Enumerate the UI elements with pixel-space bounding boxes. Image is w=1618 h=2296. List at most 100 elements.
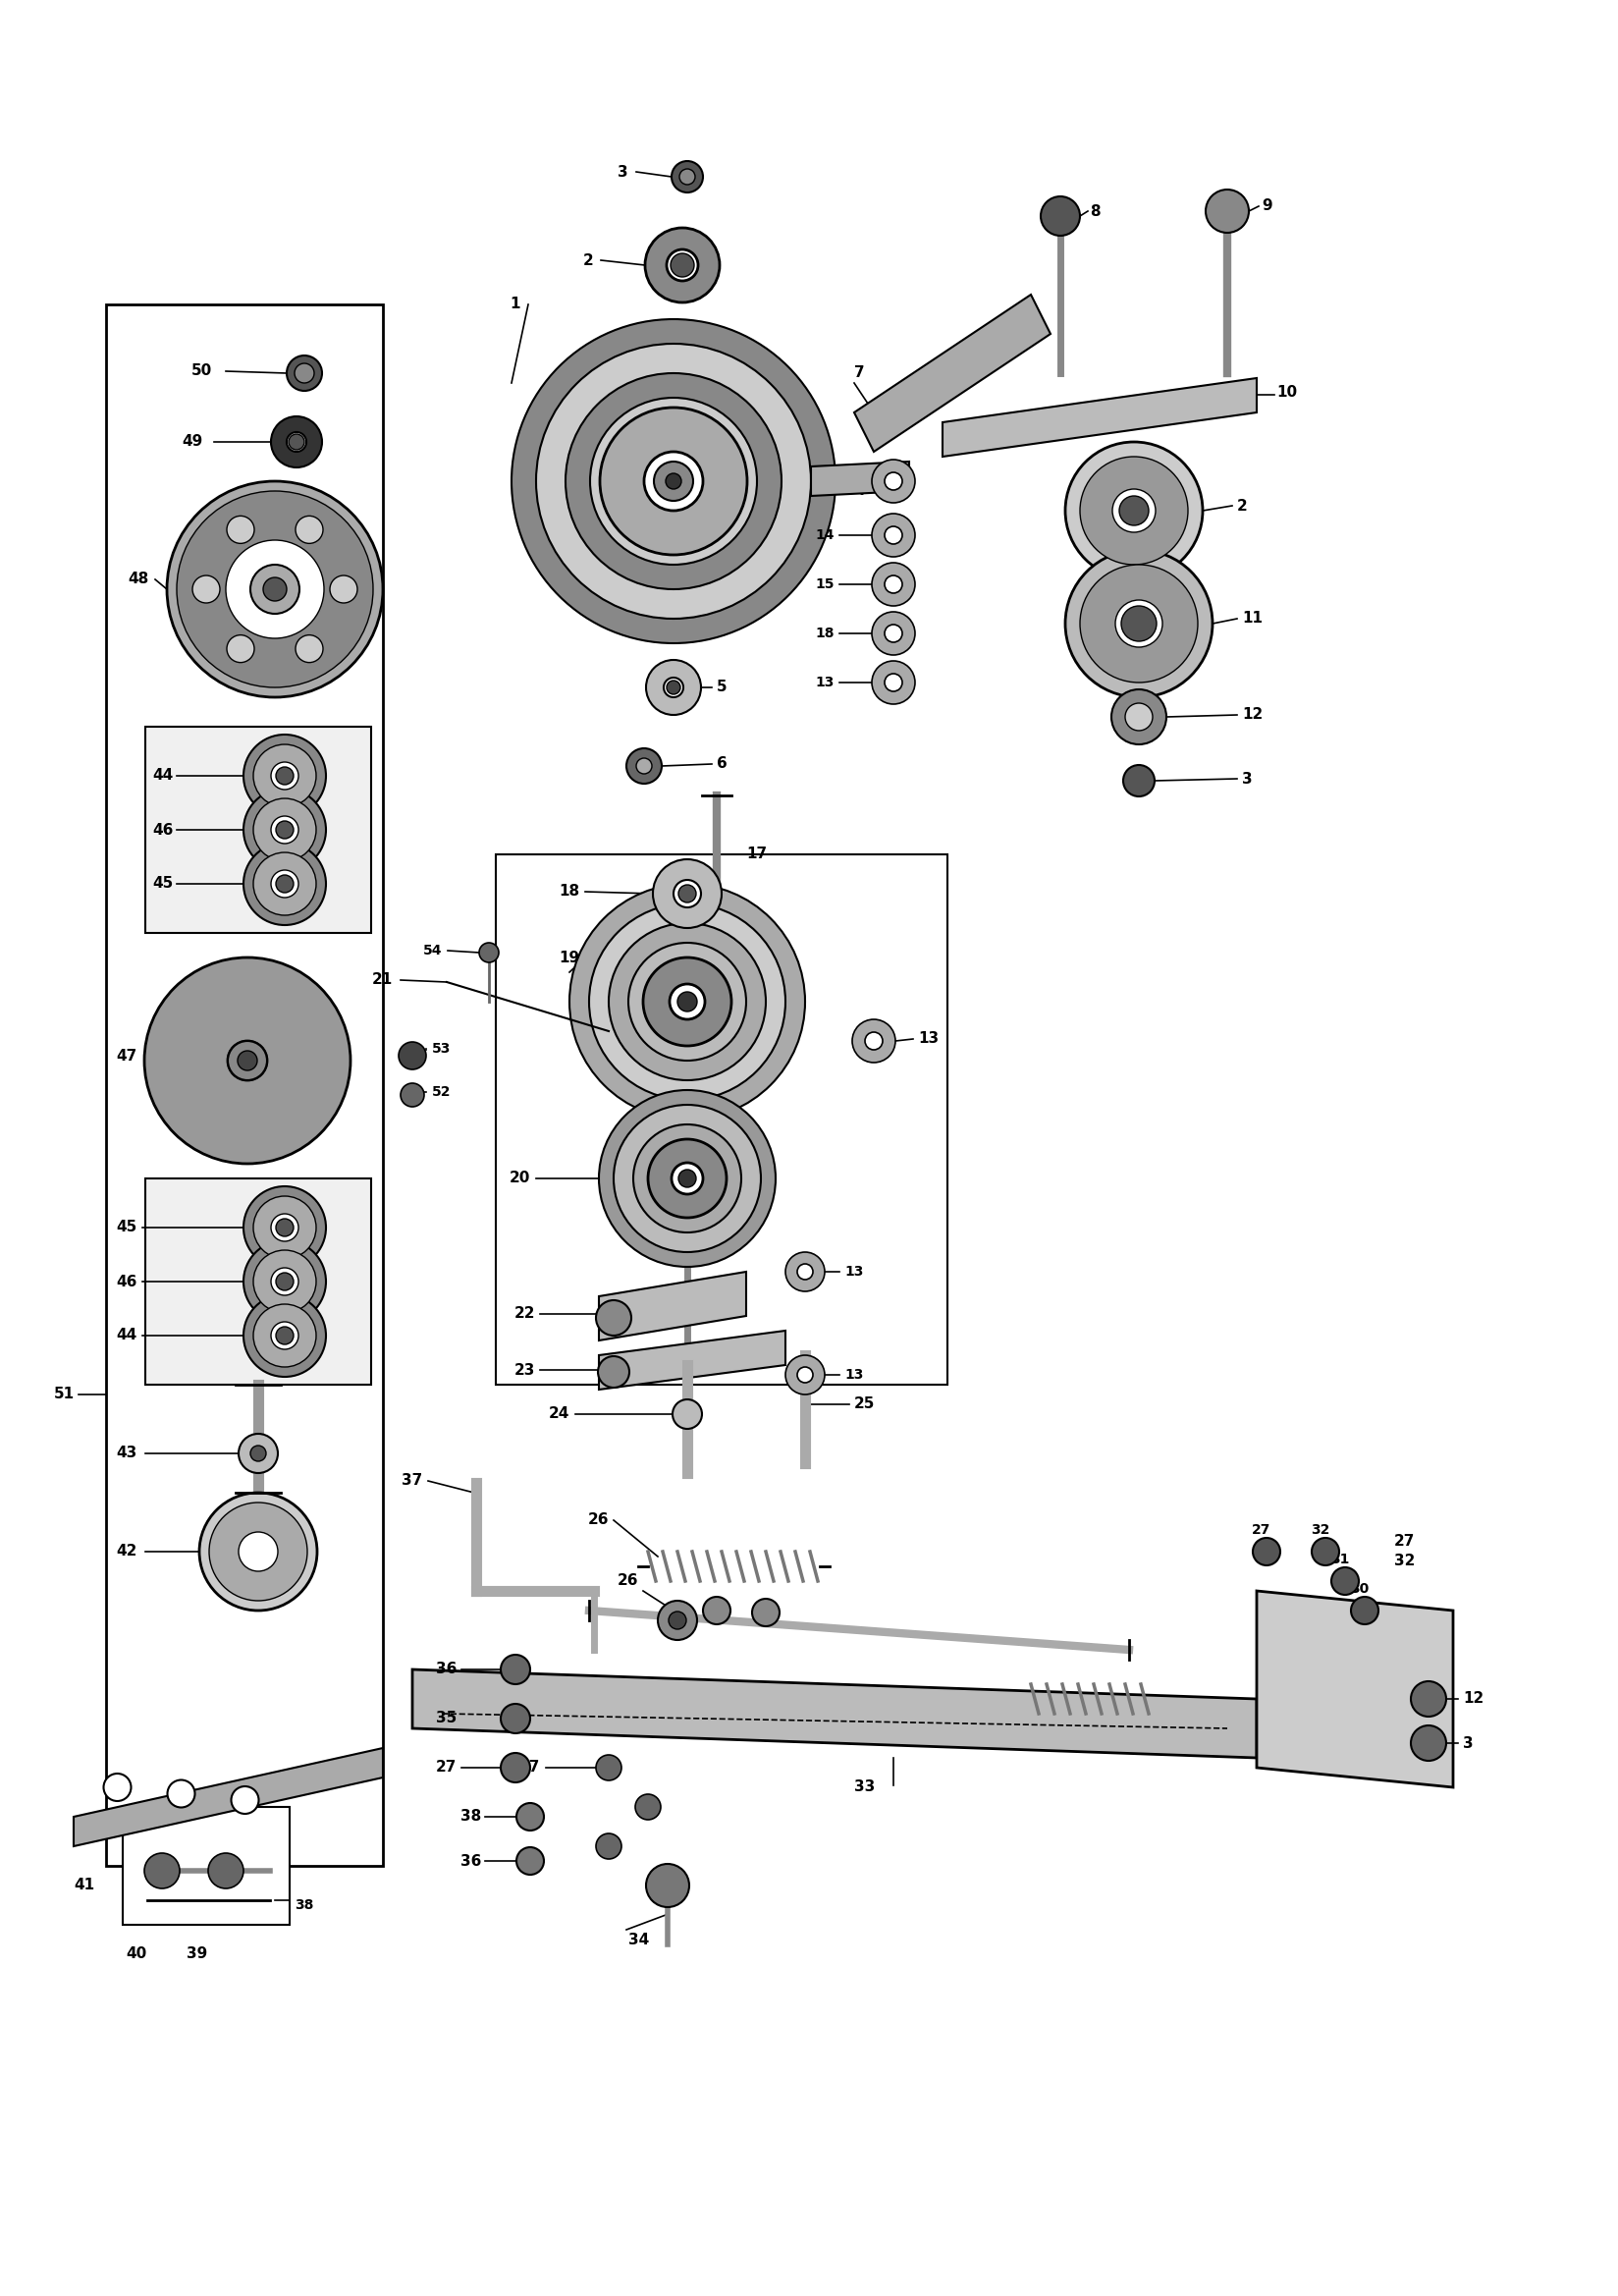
Text: 2: 2 — [1238, 498, 1247, 512]
Text: 42: 42 — [116, 1545, 138, 1559]
Circle shape — [1411, 1681, 1446, 1717]
Circle shape — [646, 659, 701, 714]
Circle shape — [866, 1033, 883, 1049]
Circle shape — [270, 1267, 298, 1295]
Circle shape — [785, 1355, 825, 1394]
Circle shape — [673, 1398, 702, 1428]
Circle shape — [144, 1853, 180, 1887]
Circle shape — [243, 735, 325, 817]
Circle shape — [671, 1162, 702, 1194]
Polygon shape — [74, 1747, 383, 1846]
Circle shape — [1120, 496, 1149, 526]
Circle shape — [678, 884, 696, 902]
Text: 20: 20 — [510, 1171, 531, 1185]
Circle shape — [1079, 565, 1197, 682]
Circle shape — [570, 884, 806, 1120]
Circle shape — [595, 1835, 621, 1860]
Circle shape — [872, 563, 916, 606]
Circle shape — [633, 1125, 741, 1233]
Circle shape — [286, 432, 306, 452]
Circle shape — [600, 409, 748, 556]
Circle shape — [885, 625, 903, 643]
Circle shape — [644, 452, 702, 510]
Circle shape — [233, 1527, 283, 1575]
Circle shape — [647, 1139, 726, 1217]
Circle shape — [144, 957, 351, 1164]
Polygon shape — [811, 461, 909, 496]
Circle shape — [1312, 1538, 1340, 1566]
Circle shape — [254, 1304, 316, 1366]
Circle shape — [599, 1357, 629, 1387]
Text: 50: 50 — [191, 363, 212, 379]
Text: 35: 35 — [435, 1711, 456, 1727]
Text: 2: 2 — [584, 253, 594, 269]
Circle shape — [277, 875, 293, 893]
Text: 1: 1 — [510, 296, 521, 312]
Circle shape — [646, 1864, 689, 1908]
Text: 6: 6 — [717, 758, 726, 771]
Text: 41: 41 — [74, 1878, 94, 1892]
Circle shape — [167, 1779, 194, 1807]
Circle shape — [613, 1104, 760, 1251]
Circle shape — [1112, 489, 1155, 533]
Circle shape — [267, 1318, 303, 1352]
Circle shape — [1205, 191, 1249, 232]
Circle shape — [209, 1502, 307, 1600]
Circle shape — [500, 1704, 531, 1733]
Circle shape — [885, 473, 903, 489]
Text: 32: 32 — [1311, 1522, 1330, 1536]
Circle shape — [330, 576, 358, 604]
Text: 10: 10 — [1277, 386, 1298, 400]
Circle shape — [667, 250, 697, 280]
Text: 54: 54 — [422, 944, 442, 957]
Text: 33: 33 — [854, 1779, 875, 1795]
Text: 27: 27 — [1252, 1522, 1272, 1536]
Circle shape — [270, 1215, 298, 1242]
Polygon shape — [854, 294, 1050, 452]
Text: 38: 38 — [460, 1809, 481, 1823]
Circle shape — [1110, 595, 1168, 652]
Circle shape — [1351, 1596, 1379, 1623]
Circle shape — [670, 985, 705, 1019]
Circle shape — [646, 227, 720, 303]
Text: 4: 4 — [854, 484, 864, 498]
Circle shape — [1115, 599, 1162, 647]
Circle shape — [243, 788, 325, 870]
Circle shape — [1040, 197, 1079, 236]
Circle shape — [872, 459, 916, 503]
Circle shape — [671, 161, 702, 193]
Text: 26: 26 — [616, 1573, 637, 1589]
Circle shape — [228, 1040, 267, 1079]
Text: 53: 53 — [432, 1042, 451, 1056]
Circle shape — [599, 1091, 775, 1267]
Text: 12: 12 — [1463, 1692, 1484, 1706]
Circle shape — [853, 1019, 895, 1063]
Circle shape — [1411, 1724, 1446, 1761]
Bar — [107, 305, 383, 1867]
Text: 9: 9 — [1262, 200, 1272, 214]
Text: 45: 45 — [116, 1219, 136, 1235]
Circle shape — [1107, 482, 1162, 537]
Circle shape — [270, 815, 298, 843]
Circle shape — [254, 744, 316, 808]
Circle shape — [243, 843, 325, 925]
Text: 49: 49 — [181, 434, 202, 450]
Text: 22: 22 — [515, 1306, 536, 1320]
Circle shape — [267, 1210, 303, 1244]
Circle shape — [636, 1793, 660, 1821]
Text: 21: 21 — [372, 974, 393, 987]
Text: 8: 8 — [1091, 204, 1100, 218]
Text: 46: 46 — [152, 822, 173, 838]
Circle shape — [251, 565, 299, 613]
Circle shape — [227, 636, 254, 664]
Text: 39: 39 — [186, 1947, 207, 1961]
Circle shape — [267, 866, 303, 902]
Text: 27: 27 — [519, 1761, 540, 1775]
Circle shape — [479, 944, 498, 962]
Text: 11: 11 — [1243, 611, 1262, 627]
Text: 23: 23 — [515, 1362, 536, 1378]
Text: 24: 24 — [549, 1407, 570, 1421]
Circle shape — [1079, 457, 1188, 565]
Text: 45: 45 — [152, 877, 173, 891]
Circle shape — [209, 1853, 243, 1887]
